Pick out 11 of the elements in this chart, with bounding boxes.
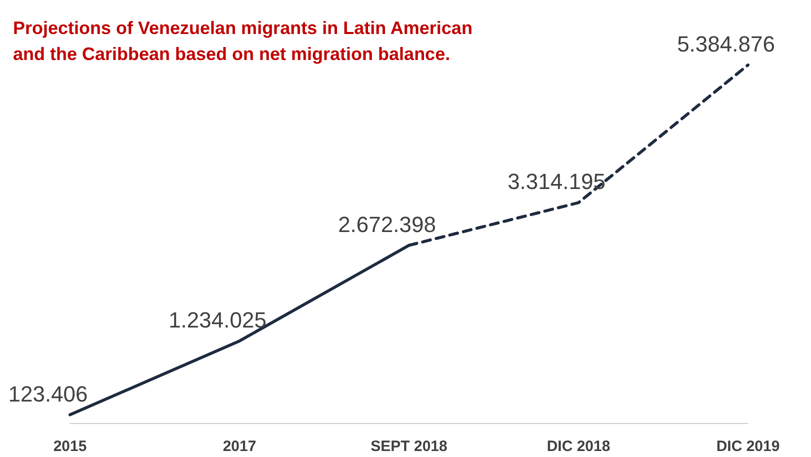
data-label: 123.406 xyxy=(8,381,88,406)
data-label: 3.314.195 xyxy=(508,169,606,194)
x-tick-label: 2017 xyxy=(222,438,256,455)
data-label: 2.672.398 xyxy=(338,212,436,237)
data-label: 1.234.025 xyxy=(168,307,266,332)
chart-title: Projections of Venezuelan migrants in Latin American and the Caribbean based on net migration balance. xyxy=(13,18,472,64)
x-tick-label: SEPT 2018 xyxy=(370,438,448,455)
data-label: 5.384.876 xyxy=(677,32,775,56)
x-tick-label: DIC 2019 xyxy=(716,438,780,455)
x-tick-label: DIC 2018 xyxy=(546,438,610,455)
x-tick-label: 2015 xyxy=(53,438,87,455)
